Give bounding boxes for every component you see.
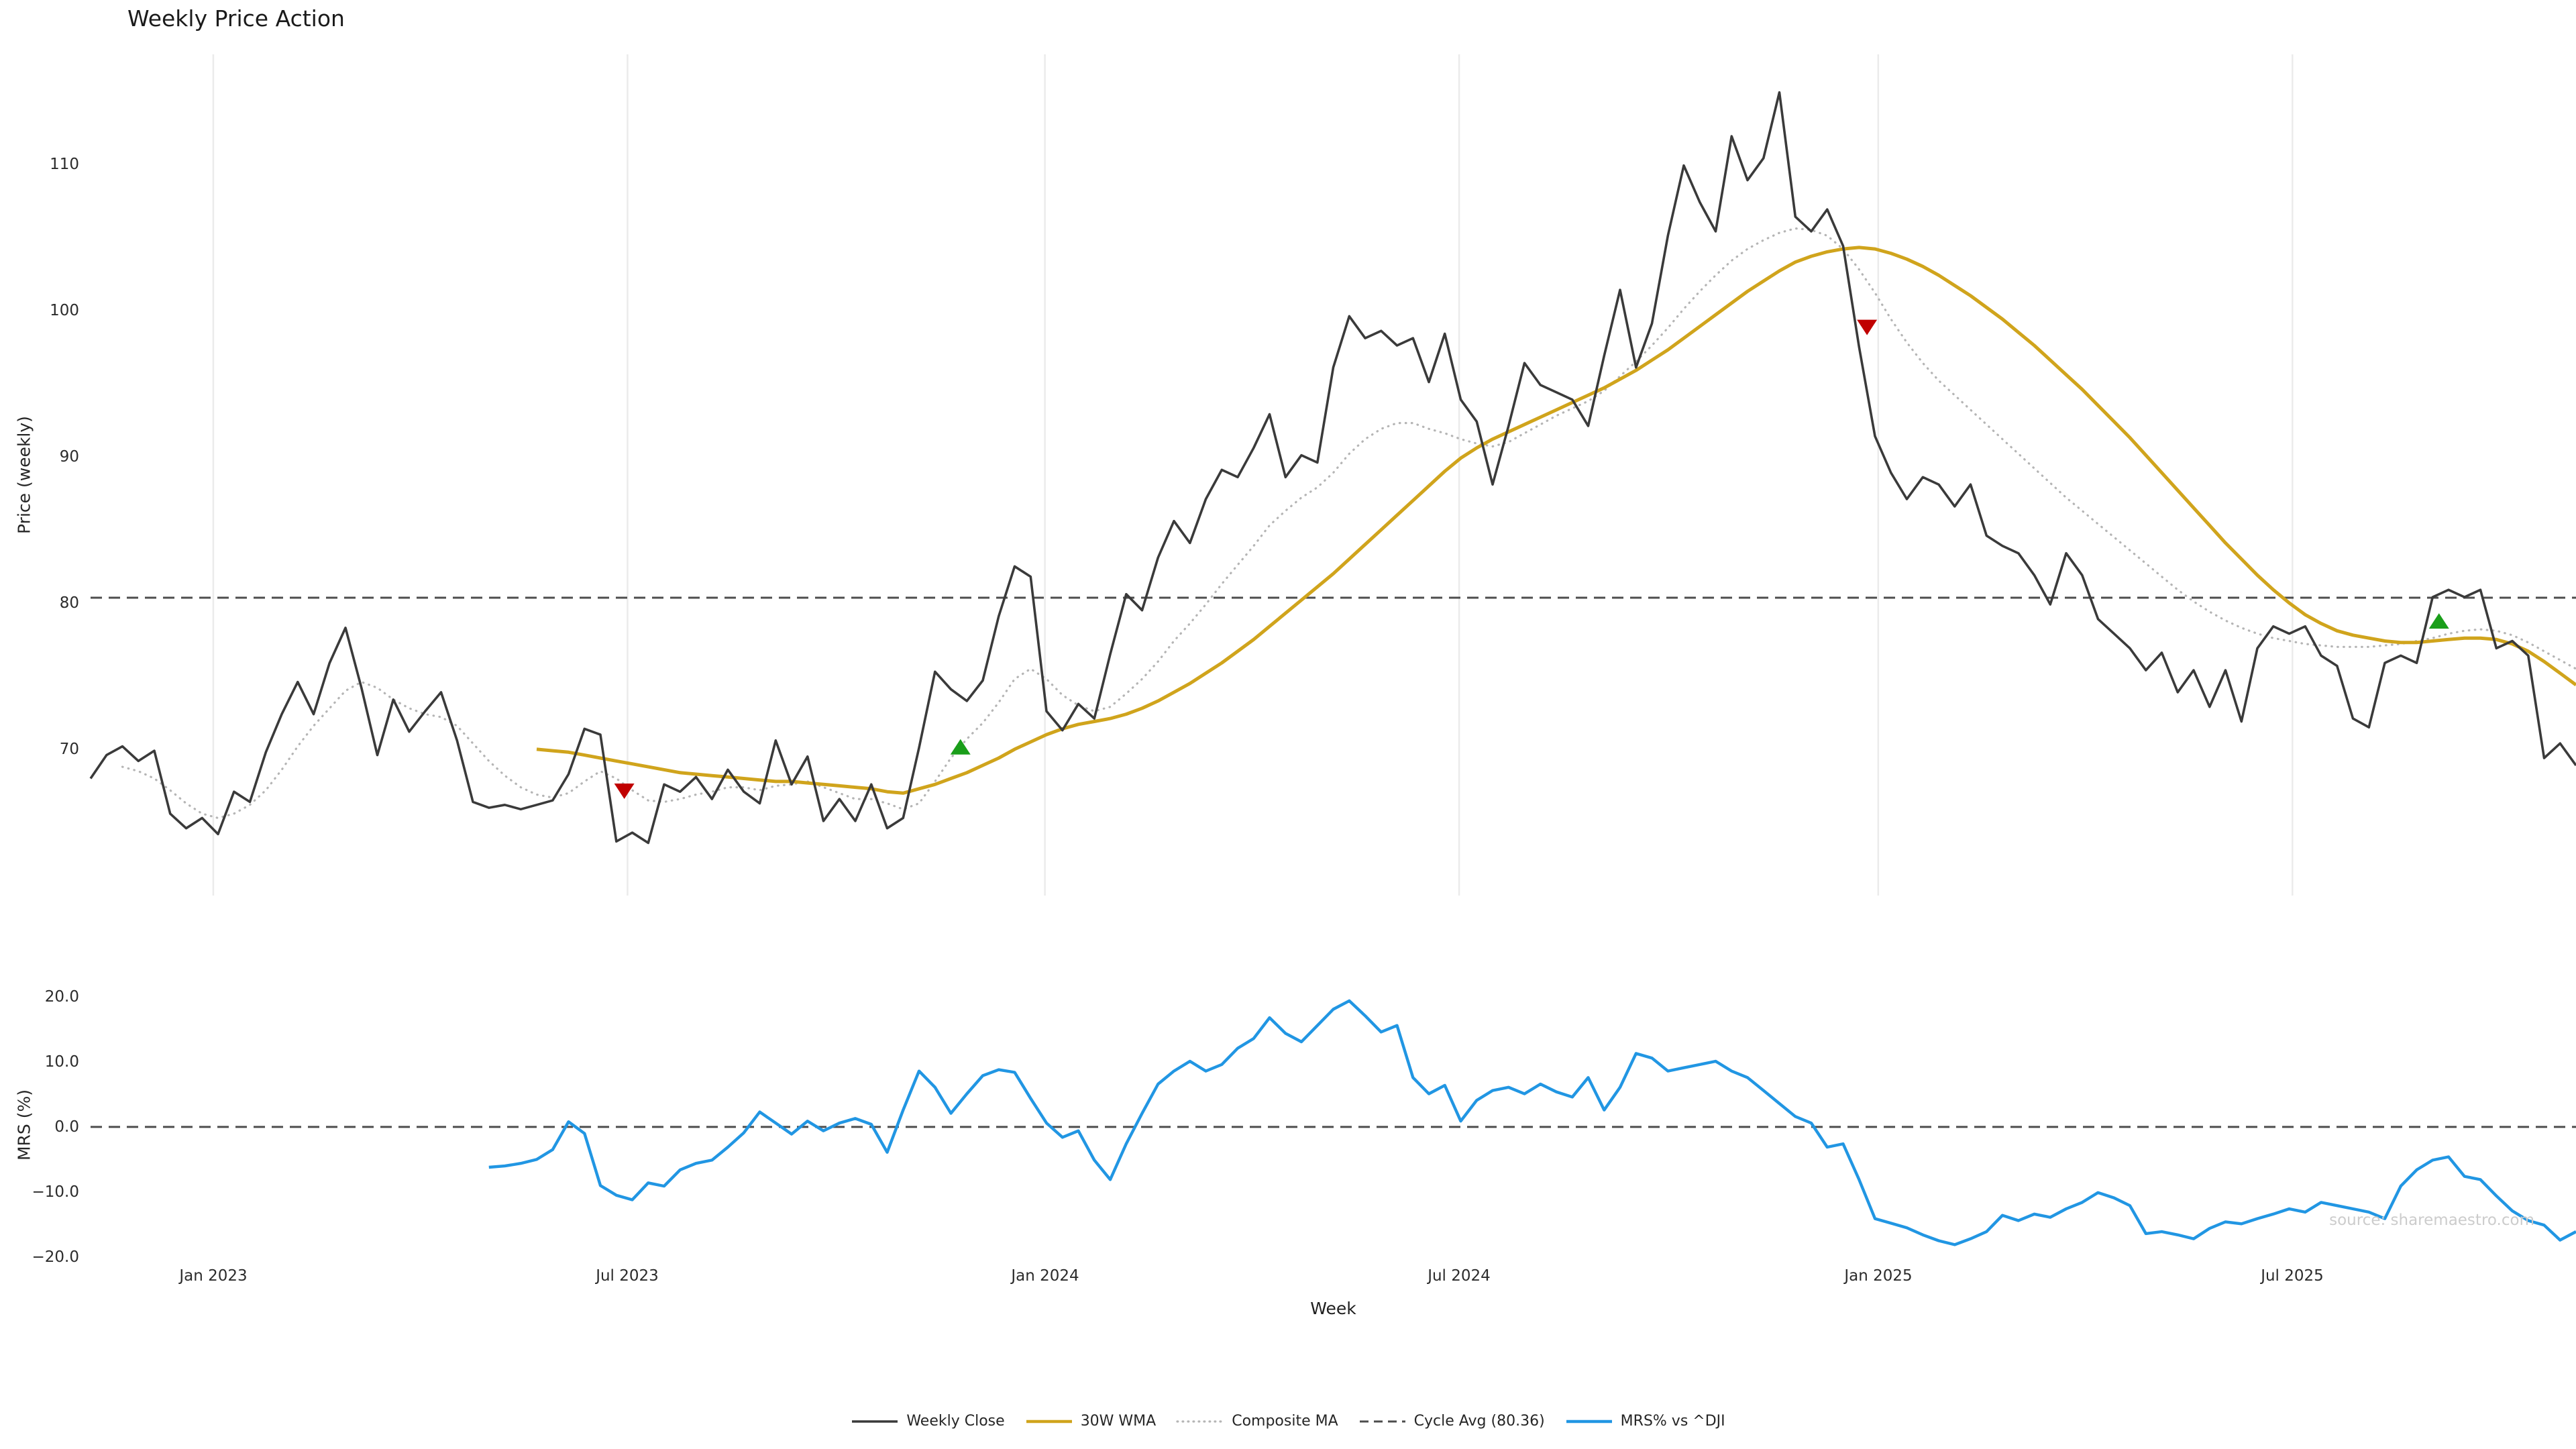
wma-swatch-icon xyxy=(1026,1419,1072,1423)
legend-item-cycle-avg: Cycle Avg (80.36) xyxy=(1358,1413,1545,1430)
cycle-avg-swatch-icon xyxy=(1359,1420,1405,1422)
x-axis-label: Week xyxy=(1310,1299,1356,1318)
mrs-ytick-label: −20.0 xyxy=(32,1248,79,1266)
weekly-close-line xyxy=(89,91,2576,845)
legend-item-mrs: MRS% vs ^DJI xyxy=(1565,1413,1725,1430)
x-tick-label: Jul 2025 xyxy=(2261,1267,2324,1285)
legend-label: 30W WMA xyxy=(1080,1413,1157,1430)
x-tick-label: Jan 2024 xyxy=(1011,1267,1079,1285)
composite-ma-swatch-icon xyxy=(1176,1419,1224,1423)
sell-signal-marker xyxy=(614,783,635,799)
legend-label: MRS% vs ^DJI xyxy=(1620,1413,1725,1430)
mrs-ytick-label: 0.0 xyxy=(54,1118,79,1136)
legend-label: Cycle Avg (80.36) xyxy=(1413,1413,1545,1430)
price-ytick-label: 110 xyxy=(50,156,79,173)
price-axis-label: Price (weekly) xyxy=(14,416,34,534)
mrs-ytick-label: 20.0 xyxy=(44,988,79,1006)
legend-item-weekly-close: Weekly Close xyxy=(851,1413,1005,1430)
price-ytick-label: 90 xyxy=(59,448,79,466)
legend-item-30w-wma: 30W WMA xyxy=(1025,1413,1157,1430)
price-ytick-label: 100 xyxy=(50,302,79,319)
price-ytick-label: 70 xyxy=(59,741,79,758)
buy-signal-marker xyxy=(950,739,971,755)
mrs-swatch-icon xyxy=(1566,1419,1612,1423)
price-chart-plot xyxy=(89,54,2576,896)
chart-title: Weekly Price Action xyxy=(127,5,345,32)
composite-ma-line xyxy=(121,227,2576,820)
mrs-chart-plot xyxy=(91,999,2576,1246)
source-watermark: source: sharemaestro.com xyxy=(2329,1212,2534,1229)
weekly-close-swatch-icon xyxy=(852,1419,898,1423)
x-tick-label: Jan 2025 xyxy=(1844,1267,1913,1285)
legend: Weekly Close 30W WMA Composite MA Cycle … xyxy=(0,1413,2576,1430)
legend-label: Composite MA xyxy=(1232,1413,1338,1430)
price-ytick-label: 80 xyxy=(59,594,79,612)
x-tick-label: Jul 2024 xyxy=(1428,1267,1491,1285)
x-tick-label: Jul 2023 xyxy=(596,1267,659,1285)
mrs-line xyxy=(488,999,2576,1246)
mrs-ytick-label: −10.0 xyxy=(32,1183,79,1201)
mrs-ytick-label: 10.0 xyxy=(44,1053,79,1071)
legend-item-composite-ma: Composite MA xyxy=(1176,1413,1338,1430)
sell-signal-marker xyxy=(1857,319,1878,335)
buy-signal-marker xyxy=(2428,613,2449,629)
x-tick-label: Jan 2023 xyxy=(179,1267,248,1285)
wma-30w-line xyxy=(536,246,2576,795)
legend-label: Weekly Close xyxy=(906,1413,1005,1430)
